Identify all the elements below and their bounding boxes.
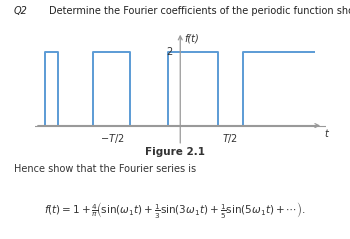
Text: 2: 2 — [167, 47, 173, 57]
Text: f(t): f(t) — [184, 34, 199, 44]
Text: Hence show that the Fourier series is: Hence show that the Fourier series is — [14, 164, 196, 174]
Text: Q2: Q2 — [14, 6, 28, 16]
Text: $T/2$: $T/2$ — [222, 132, 238, 145]
Text: Determine the Fourier coefficients of the periodic function shown in Figure 2.1.: Determine the Fourier coefficients of th… — [49, 6, 350, 16]
Text: t: t — [324, 129, 328, 139]
Text: $f(t) = 1 + \frac{4}{\pi}\!\left(\sin(\omega_1 t) + \frac{1}{3}\sin(3\omega_1 t): $f(t) = 1 + \frac{4}{\pi}\!\left(\sin(\o… — [44, 200, 306, 220]
Text: Figure 2.1: Figure 2.1 — [145, 147, 205, 157]
Text: $-T/2$: $-T/2$ — [99, 132, 124, 145]
